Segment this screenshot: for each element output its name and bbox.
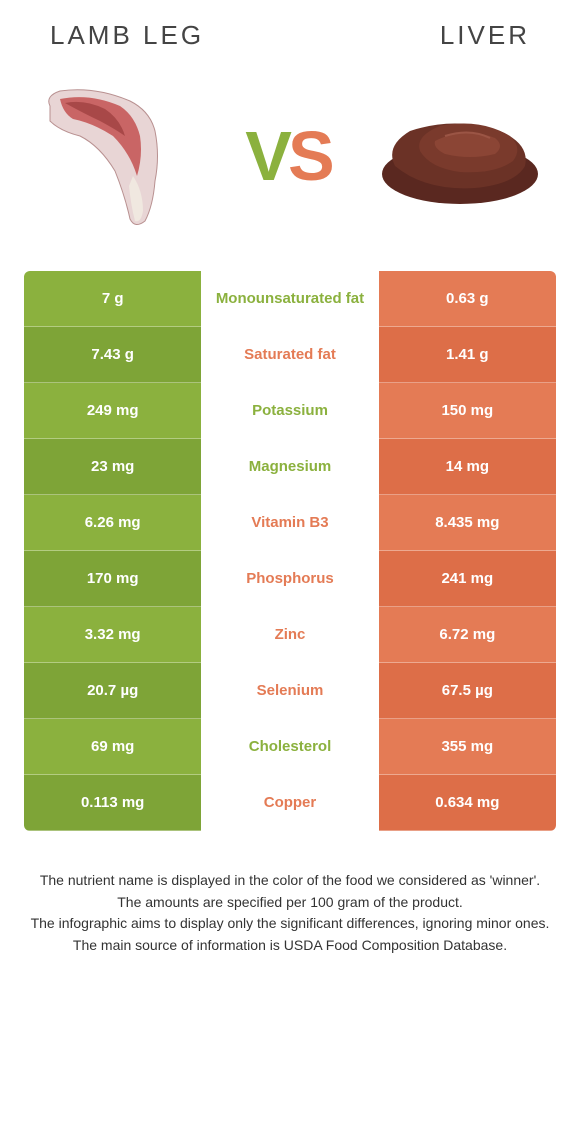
nutrient-label: Monounsaturated fat [201,271,378,327]
footnote-line: The infographic aims to display only the… [30,914,550,934]
table-row: 7.43 gSaturated fat1.41 g [24,327,556,383]
right-value: 241 mg [379,551,556,607]
footnotes: The nutrient name is displayed in the co… [0,831,580,955]
table-row: 3.32 mgZinc6.72 mg [24,607,556,663]
right-value: 150 mg [379,383,556,439]
left-value: 23 mg [24,439,201,495]
left-value: 6.26 mg [24,495,201,551]
right-value: 14 mg [379,439,556,495]
right-value: 0.634 mg [379,775,556,831]
table-row: 249 mgPotassium150 mg [24,383,556,439]
vs-s: S [288,116,335,196]
images-row: V S [0,61,580,261]
left-value: 20.7 µg [24,663,201,719]
vs-v: V [245,116,292,196]
liver-image [360,76,550,236]
left-value: 3.32 mg [24,607,201,663]
table-row: 23 mgMagnesium14 mg [24,439,556,495]
right-value: 67.5 µg [379,663,556,719]
table-row: 7 gMonounsaturated fat0.63 g [24,271,556,327]
left-food-title: LAMB LEG [50,20,204,51]
left-value: 0.113 mg [24,775,201,831]
nutrient-label: Saturated fat [201,327,378,383]
left-value: 7.43 g [24,327,201,383]
table-row: 69 mgCholesterol355 mg [24,719,556,775]
left-value: 170 mg [24,551,201,607]
nutrient-label: Cholesterol [201,719,378,775]
table-row: 170 mgPhosphorus241 mg [24,551,556,607]
right-value: 6.72 mg [379,607,556,663]
nutrient-label: Copper [201,775,378,831]
nutrient-label: Potassium [201,383,378,439]
footnote-line: The nutrient name is displayed in the co… [30,871,550,891]
nutrient-label: Phosphorus [201,551,378,607]
footnote-line: The amounts are specified per 100 gram o… [30,893,550,913]
right-value: 0.63 g [379,271,556,327]
left-value: 7 g [24,271,201,327]
lamb-leg-image [30,76,220,236]
vs-label: V S [245,116,334,196]
left-value: 249 mg [24,383,201,439]
nutrient-label: Vitamin B3 [201,495,378,551]
table-row: 0.113 mgCopper0.634 mg [24,775,556,831]
right-value: 1.41 g [379,327,556,383]
nutrient-label: Zinc [201,607,378,663]
footnote-line: The main source of information is USDA F… [30,936,550,956]
right-food-title: LIVER [440,20,530,51]
header: LAMB LEG LIVER [0,0,580,61]
comparison-table: 7 gMonounsaturated fat0.63 g7.43 gSatura… [24,271,556,831]
nutrient-label: Magnesium [201,439,378,495]
right-value: 355 mg [379,719,556,775]
nutrient-label: Selenium [201,663,378,719]
table-row: 20.7 µgSelenium67.5 µg [24,663,556,719]
right-value: 8.435 mg [379,495,556,551]
left-value: 69 mg [24,719,201,775]
table-row: 6.26 mgVitamin B38.435 mg [24,495,556,551]
